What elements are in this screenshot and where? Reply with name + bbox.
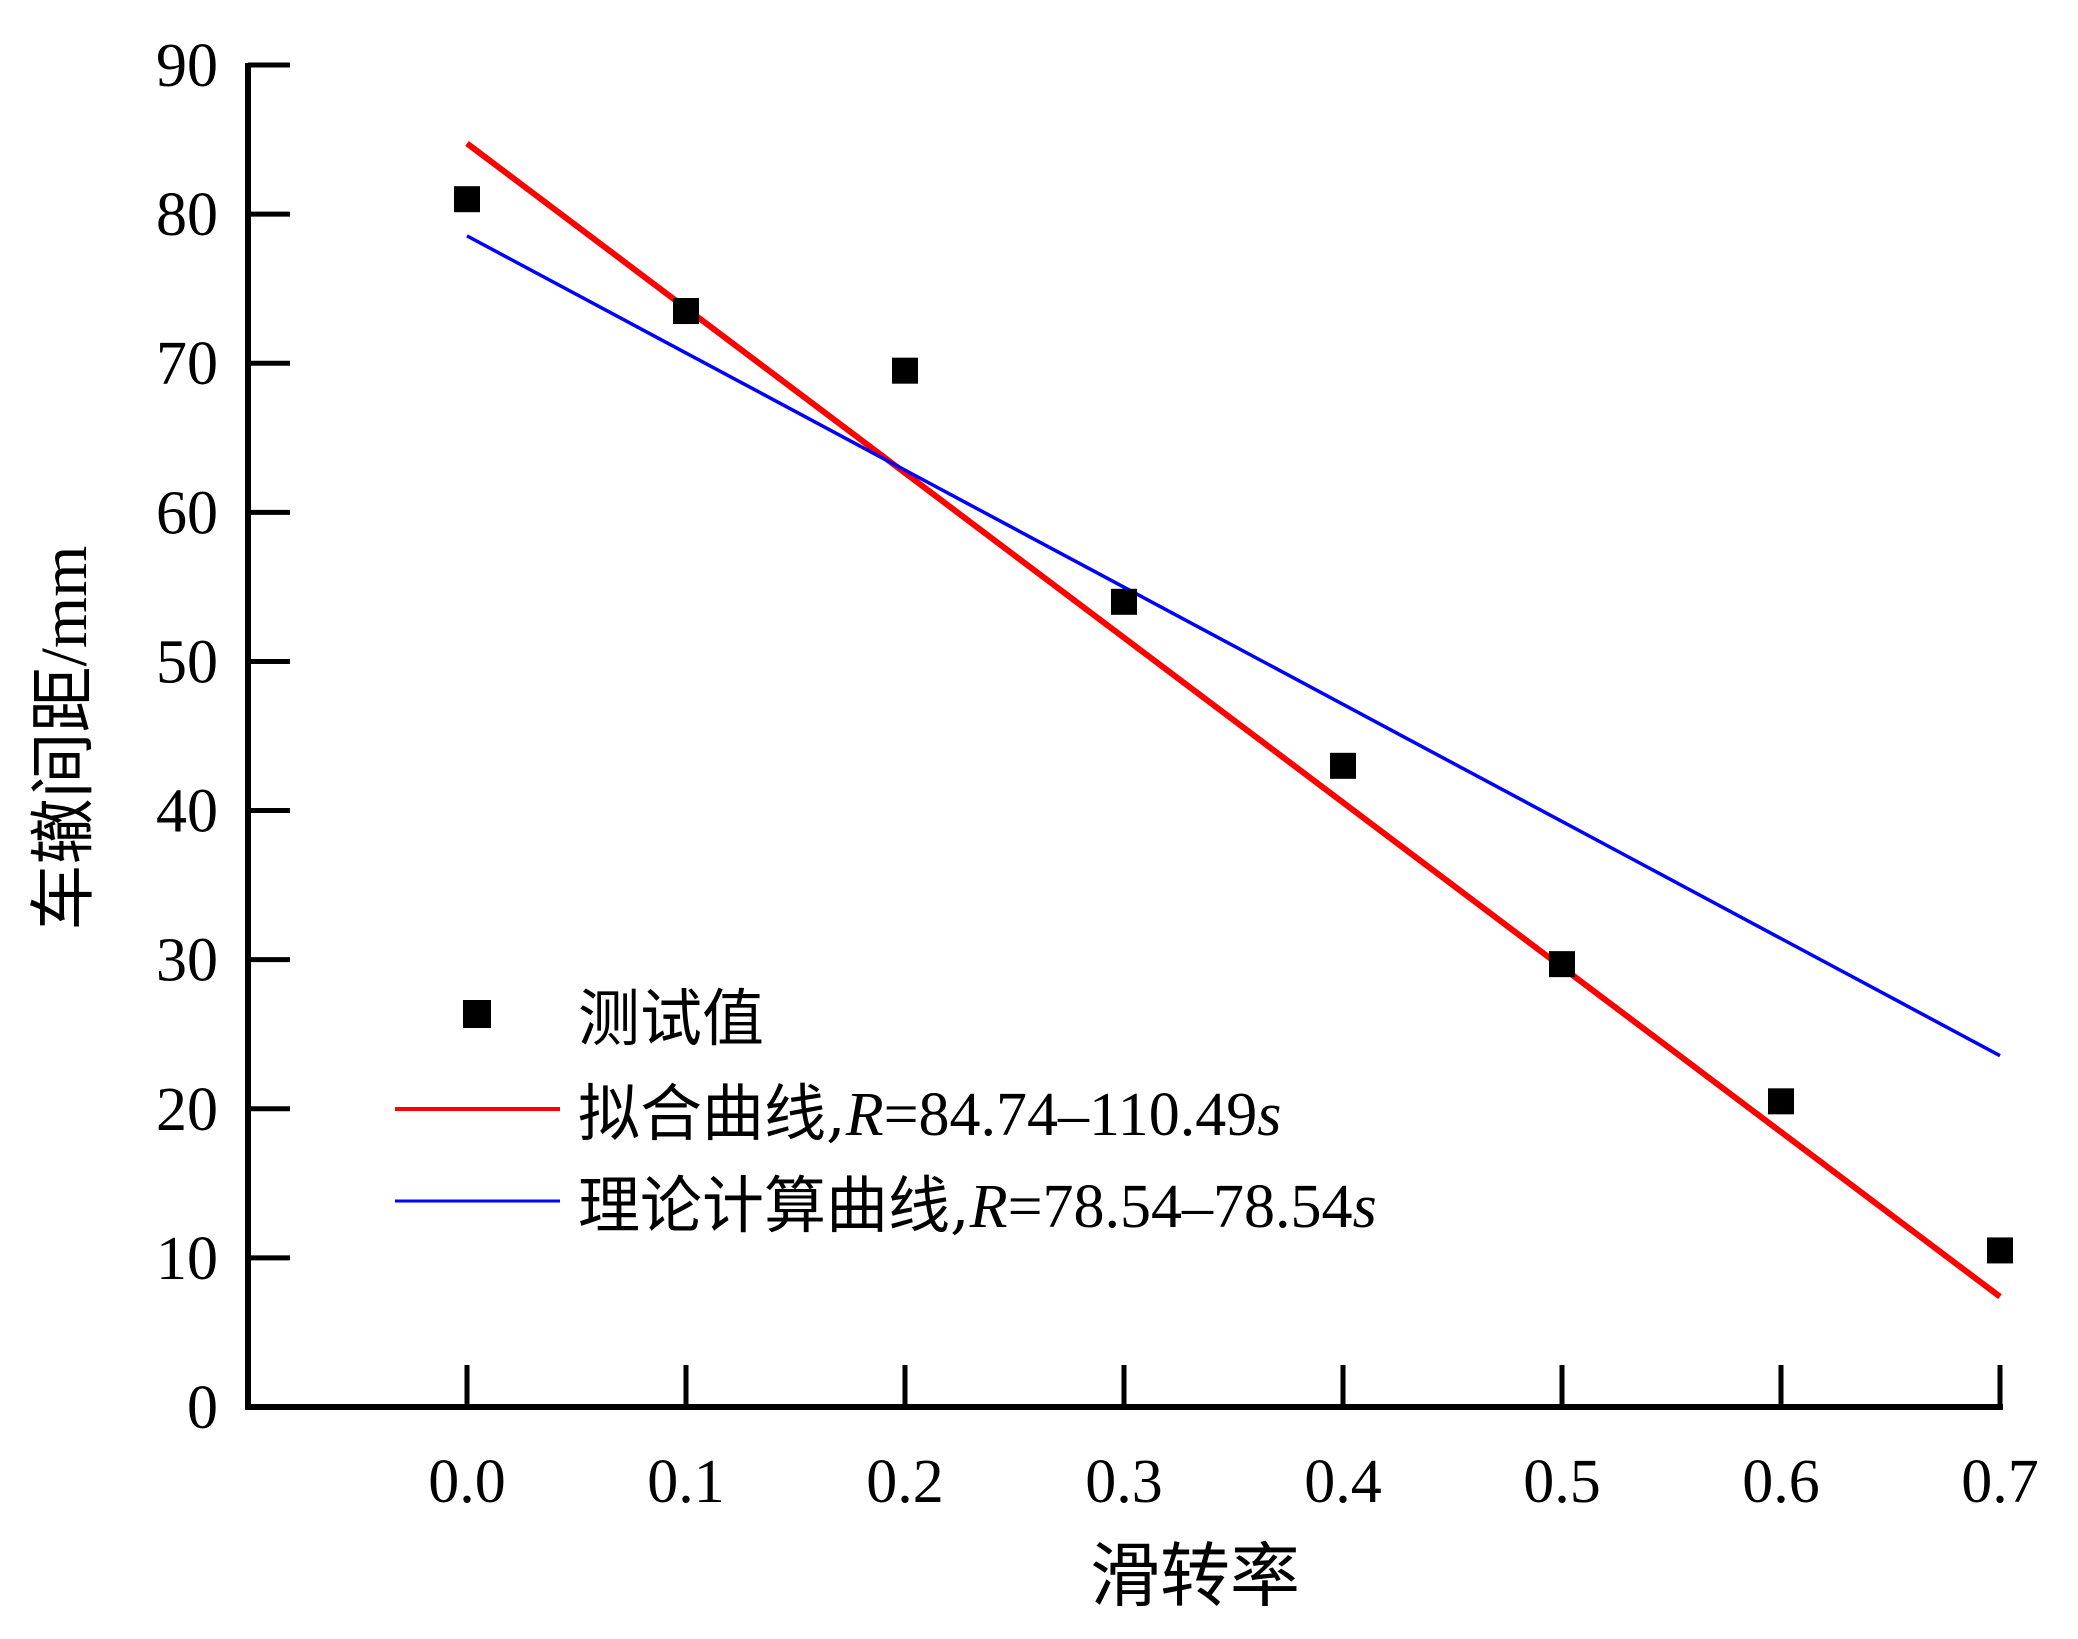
- y-tick-label: 30: [156, 927, 218, 995]
- legend-label-fit: 拟合曲线,R=84.74–110.49s: [578, 1077, 1281, 1150]
- plot-lines: [465, 141, 2002, 1300]
- y-tick-label: 10: [156, 1225, 218, 1293]
- ticks: [248, 62, 2003, 1410]
- x-tick-label: 0.4: [1304, 1448, 1382, 1516]
- fit-line: [465, 141, 2002, 1300]
- x-tick-label: 0.1: [647, 1448, 725, 1516]
- y-tick-label: 60: [156, 479, 218, 547]
- plot-points: [454, 186, 2013, 1264]
- y-tick-label: 80: [156, 181, 218, 249]
- y-axis-label: 车辙间距/mm: [28, 545, 101, 930]
- x-tick-label: 0.3: [1085, 1448, 1163, 1516]
- legend-fit-lhs: R: [845, 1081, 884, 1149]
- y-tick-label: 70: [156, 330, 218, 398]
- legend-fit-name: 拟合曲线,: [578, 1077, 846, 1150]
- y-tick-label: 20: [156, 1076, 218, 1144]
- x-tick-label: 0.0: [428, 1448, 506, 1516]
- data-point: [1111, 588, 1137, 615]
- legend-theory-name: 理论计算曲线,: [578, 1169, 970, 1242]
- data-point: [1549, 951, 1575, 978]
- x-tick-label: 0.7: [1961, 1448, 2039, 1516]
- x-tick-label: 0.6: [1742, 1448, 1820, 1516]
- legend-theory-var: s: [1353, 1173, 1377, 1241]
- x-tick-label: 0.2: [866, 1448, 944, 1516]
- x-tick-label: 0.5: [1523, 1448, 1601, 1516]
- data-point: [1768, 1088, 1794, 1115]
- data-point: [1987, 1237, 2013, 1264]
- data-point: [454, 186, 480, 213]
- y-tick-label: 0: [187, 1374, 218, 1442]
- data-point: [892, 357, 918, 384]
- legend-fit-rhs: =84.74–110.49: [884, 1081, 1258, 1149]
- y-tick-label: 50: [156, 628, 218, 696]
- legend-theory-lhs: R: [969, 1173, 1008, 1241]
- legend-theory-rhs: =78.54–78.54: [1008, 1173, 1353, 1241]
- legend: 测试值 拟合曲线,R=84.74–110.49s 理论计算曲线,R=78.54–…: [395, 982, 1377, 1242]
- legend-label-test-values: 测试值: [578, 982, 764, 1055]
- tick-labels: 0 10 20 30 40 50 60 70 80 90 0.0 0.1 0.2 0.3 0.4 0.5 0.6…: [156, 32, 2039, 1516]
- legend-marker-test-values: [463, 1000, 491, 1028]
- data-point: [1330, 752, 1356, 779]
- theory-line: [466, 234, 2001, 1058]
- x-axis-label: 滑转率: [1090, 1535, 1300, 1617]
- y-tick-label: 90: [156, 32, 218, 100]
- legend-label-theory: 理论计算曲线,R=78.54–78.54s: [578, 1169, 1377, 1242]
- legend-fit-var: s: [1257, 1081, 1281, 1149]
- y-tick-label: 40: [156, 778, 218, 846]
- data-point: [673, 298, 699, 325]
